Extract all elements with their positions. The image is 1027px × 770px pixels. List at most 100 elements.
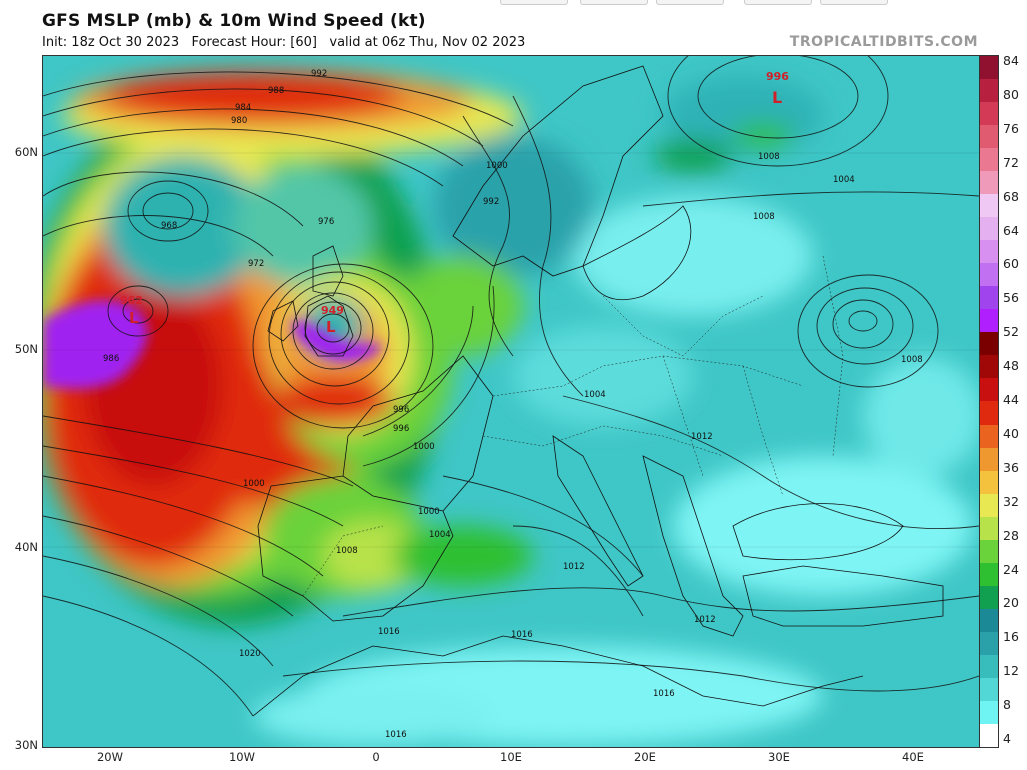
map-subtitle: Init: 18z Oct 30 2023 Forecast Hour: [60… [42,35,526,50]
isobar-label: 1000 [418,507,440,517]
lon-label: 10W [228,750,255,764]
isobar-label: 1008 [336,546,358,556]
colorbar-segment [980,585,998,609]
colorbar-label: 36 [1003,459,1019,475]
isobar-label: 1004 [833,175,855,185]
colorbar-segment [980,148,998,172]
colorbar-segment [980,608,998,632]
lon-label: 20E [634,750,656,764]
colorbar-segment [980,516,998,540]
colorbar-segment [980,79,998,103]
lon-label: 20W [96,750,123,764]
colorbar-segment [980,332,998,356]
colorbar-segment [980,355,998,379]
colorbar-label: 44 [1003,392,1019,407]
lat-label: 30N [14,738,38,752]
colorbar-segment [980,539,998,563]
wind-speed-colorbar [979,55,999,748]
toolbar-button-4[interactable] [744,0,812,5]
lat-label: 50N [14,342,38,356]
colorbar-label: 16 [1003,629,1019,645]
isobar-label: 1000 [486,161,508,171]
isobar-label: 1000 [413,442,435,452]
map-title: GFS MSLP (mb) & 10m Wind Speed (kt) [42,11,426,31]
colorbar-label: 60 [1003,256,1019,272]
colorbar-label: 24 [1003,561,1019,577]
colorbar-label: 20 [1003,595,1019,611]
weather-map-canvas: 992 988 984 980 968 976 972 986 1000 992… [43,56,979,747]
colorbar-segment [980,562,998,586]
isobar-label: 992 [483,197,499,207]
isobar-label: 1004 [584,390,606,400]
colorbar-label: 80 [1003,86,1019,102]
lon-label: 10E [500,750,522,764]
isobar-label: 1012 [563,562,585,572]
low-pressure-value: 996 [766,70,789,83]
isobar-label: 972 [248,259,264,269]
colorbar-label: 48 [1003,358,1019,374]
colorbar-label: 84 [1003,53,1019,68]
colorbar-segment [980,102,998,126]
isobar-label: 976 [318,217,334,227]
lon-label: 40E [902,750,924,764]
isobar-label: 1016 [653,689,675,699]
colorbar-segment [980,447,998,471]
isobar-label: 1012 [694,615,716,625]
isobar-label: 996 [393,424,409,434]
colorbar-label: 64 [1003,222,1019,238]
isobar-label: 1016 [511,630,533,640]
brand-watermark: TROPICALTIDBITS.COM [789,34,978,50]
colorbar-label: 4 [1003,731,1011,746]
toolbar-button-3[interactable] [656,0,724,5]
colorbar-label: 68 [1003,188,1019,204]
isobar-label: 968 [161,221,177,231]
isobar-label: 1016 [378,627,400,637]
colorbar-segment [980,309,998,333]
colorbar-segment [980,217,998,241]
colorbar-segment [980,263,998,287]
isobar-label: 1000 [243,479,265,489]
colorbar-label: 52 [1003,324,1019,340]
colorbar-segment [980,378,998,402]
low-pressure-marker: L [772,88,782,107]
colorbar-segment [980,125,998,149]
isobar-label: 1008 [758,152,780,162]
lat-label: 60N [14,145,38,159]
colorbar-segment [980,171,998,195]
colorbar-segment [980,677,998,701]
isobar-label: 992 [311,69,327,79]
colorbar-segment [980,424,998,448]
toolbar-button-5[interactable] [820,0,888,5]
lon-label: 30E [768,750,790,764]
isobar-label: 1008 [901,355,923,365]
isobar-label: 988 [268,86,284,96]
colorbar-label: 32 [1003,493,1019,509]
colorbar-segment [980,631,998,655]
isobar-label: 1020 [239,649,261,659]
low-pressure-value: 949 [321,304,344,317]
isobar-label: 1008 [753,212,775,222]
toolbar-button-2[interactable] [580,0,648,5]
colorbar-segment [980,493,998,517]
lat-label: 40N [14,540,38,554]
isobar-label: 1012 [691,432,713,442]
toolbar-button-1[interactable] [500,0,568,5]
weather-map[interactable]: 992 988 984 980 968 976 972 986 1000 992… [42,55,980,748]
colorbar-label: 8 [1003,697,1011,713]
colorbar-segment [980,654,998,678]
colorbar-segment [980,194,998,218]
colorbar-segment [980,723,998,747]
colorbar-segment [980,56,998,80]
colorbar-label: 12 [1003,663,1019,679]
colorbar-segment [980,470,998,494]
colorbar-segment [980,401,998,425]
isobar-label: 980 [231,116,247,126]
low-pressure-marker: L [129,309,139,327]
colorbar-label: 76 [1003,120,1019,136]
isobar-label: 984 [235,103,251,113]
low-pressure-value: 962 [120,294,143,307]
colorbar-label: 72 [1003,154,1019,170]
low-pressure-marker: L [326,318,336,336]
colorbar-segment [980,286,998,310]
colorbar-segment [980,240,998,264]
